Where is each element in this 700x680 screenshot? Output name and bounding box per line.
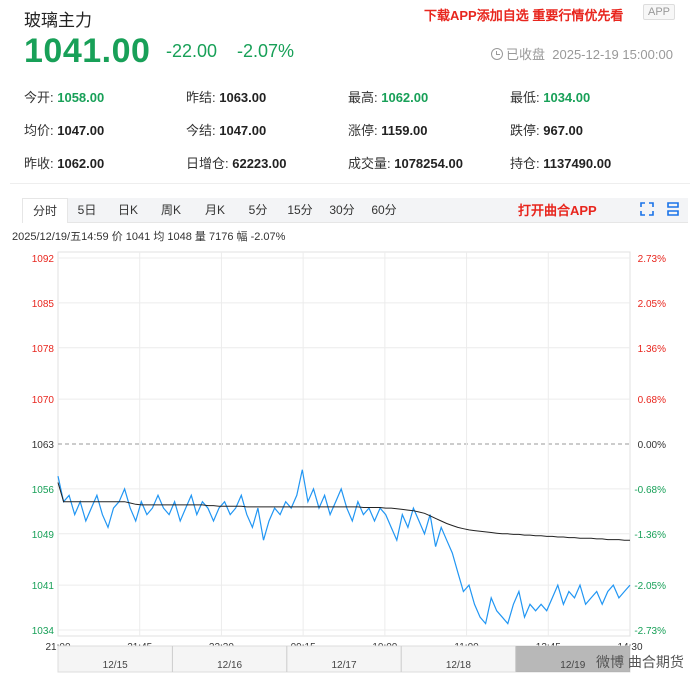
stat-label: 持仓: [510, 156, 540, 171]
info-amp: -2.07% [250, 231, 286, 243]
y-tick-pct-label: 1.36% [638, 344, 666, 355]
stat-label: 日增仓: [186, 156, 229, 171]
stat-item: 昨结: 1063.00 [186, 87, 266, 106]
stat-value: 1078254.00 [390, 156, 463, 171]
stat-value: 1034.00 [539, 90, 591, 105]
status-datetime: 2025-12-19 15:00:00 [552, 47, 673, 62]
price-change-percent: -2.07% [237, 41, 295, 61]
stat-item: 今结: 1047.00 [186, 120, 266, 139]
y-tick-label: 1049 [32, 530, 55, 541]
stat-item: 均价: 1047.00 [24, 120, 104, 139]
stat-item: 成交量: 1078254.00 [348, 153, 463, 172]
y-tick-pct-label: -1.36% [634, 530, 666, 541]
stat-item: 跌停: 967.00 [510, 120, 583, 139]
navigator-date-label: 12/16 [217, 660, 242, 671]
open-app-link[interactable]: 打开曲合APP [518, 203, 597, 218]
navigator-date-label: 12/19 [560, 660, 585, 671]
y-tick-label: 1041 [32, 581, 55, 592]
market-status: 已收盘 2025-12-19 15:00:00 [491, 44, 673, 63]
stat-value: 62223.00 [228, 156, 287, 171]
info-price-label: 价 [111, 231, 123, 243]
fullscreen-icon[interactable] [640, 202, 654, 216]
tab-8[interactable]: 60分 [371, 203, 397, 217]
tab-7[interactable]: 30分 [329, 203, 355, 217]
navigator-date-label: 12/15 [103, 660, 128, 671]
tab-6[interactable]: 15分 [287, 203, 313, 217]
stat-value: 967.00 [539, 123, 583, 138]
y-tick-pct-label: -2.73% [634, 626, 666, 637]
stat-label: 最低: [510, 90, 540, 105]
stat-value: 1047.00 [215, 123, 267, 138]
stat-label: 最高: [348, 90, 378, 105]
stat-value: 1159.00 [377, 123, 428, 138]
stat-item: 昨收: 1062.00 [24, 153, 104, 172]
stat-label: 成交量: [348, 156, 391, 171]
y-tick-label: 1092 [32, 254, 55, 265]
info-vol-label: 量 [194, 231, 206, 243]
y-tick-pct-label: 0.00% [638, 440, 666, 451]
stat-label: 今结: [186, 123, 216, 138]
stat-label: 昨收: [24, 156, 54, 171]
navigator-date-label: 12/17 [331, 660, 356, 671]
stat-value: 1062.00 [53, 156, 105, 171]
app-badge[interactable]: APP [643, 4, 676, 20]
stat-label: 今开: [24, 90, 54, 105]
intraday-chart[interactable]: 1092 2.73% 1085 2.05% 1078 1.36% 1070 0.68% 1063… [10, 244, 690, 680]
crosshair-info-bar: 2025/12/19/五14:59 价 1041 均 1048 量 7176 幅… [12, 228, 285, 244]
navigator-date-label: 12/18 [446, 660, 471, 671]
y-tick-label: 1034 [32, 626, 55, 637]
price-line[interactable] [57, 469, 631, 625]
info-price: 1041 [125, 231, 151, 243]
status-text: 已收盘 [506, 47, 546, 62]
navigator-selected-range[interactable] [515, 646, 630, 672]
stat-value: 1047.00 [53, 123, 105, 138]
tab-2[interactable]: 日K [117, 203, 138, 217]
tab-0[interactable]: 分时 [22, 198, 68, 223]
chart-period-tabs: 分时 5日 日K 周K 月K 5分 15分 30分 60分 [22, 198, 688, 223]
stat-label: 跌停: [510, 123, 540, 138]
stat-label: 昨结: [186, 90, 216, 105]
y-tick-label: 1063 [32, 440, 55, 451]
info-datetime: 2025/12/19/五14:59 [12, 231, 109, 243]
tab-4[interactable]: 月K [204, 203, 225, 217]
stat-value: 1062.00 [377, 90, 429, 105]
y-tick-pct-label: -2.05% [634, 581, 666, 592]
info-amp-label: 幅 [236, 231, 248, 243]
tab-3[interactable]: 周K [160, 203, 181, 217]
page-title: 玻璃主力 [24, 11, 92, 30]
stat-item: 今开: 1058.00 [24, 87, 104, 106]
info-avg: 1048 [167, 231, 192, 243]
y-tick-label: 1085 [32, 299, 55, 310]
y-tick-pct-label: 2.73% [638, 254, 666, 265]
stat-item: 最低: 1034.00 [510, 87, 590, 106]
y-tick-pct-label: 2.05% [638, 299, 666, 310]
average-line[interactable] [57, 482, 630, 541]
stat-value: 1137490.00 [539, 156, 612, 171]
y-tick-pct-label: 0.68% [638, 395, 666, 406]
stat-value: 1063.00 [215, 90, 267, 105]
info-avg-label: 均 [153, 231, 165, 243]
info-vol: 7176 [208, 231, 234, 243]
y-tick-label: 1078 [32, 344, 55, 355]
stat-item: 日增仓: 62223.00 [186, 153, 286, 172]
clock-icon [491, 48, 503, 60]
stat-label: 均价: [24, 123, 54, 138]
price-change: -22.00 [166, 41, 218, 61]
y-tick-label: 1070 [32, 395, 55, 406]
stat-item: 最高: 1062.00 [348, 87, 428, 106]
divider [10, 183, 690, 184]
stat-item: 涨停: 1159.00 [348, 120, 428, 139]
download-app-promo[interactable]: 下载APP添加自选 重要行情优先看 [424, 8, 624, 23]
tab-5[interactable]: 5分 [248, 203, 268, 217]
settings-icon[interactable] [666, 202, 680, 216]
last-price: 1041.00 [24, 32, 151, 70]
stat-item: 持仓: 1137490.00 [510, 153, 611, 172]
watermark: 微博 曲合期货 [596, 654, 684, 670]
stat-label: 涨停: [348, 123, 378, 138]
tab-1[interactable]: 5日 [77, 203, 97, 217]
stat-value: 1058.00 [53, 90, 105, 105]
y-tick-label: 1056 [32, 485, 55, 496]
y-tick-pct-label: -0.68% [634, 485, 666, 496]
